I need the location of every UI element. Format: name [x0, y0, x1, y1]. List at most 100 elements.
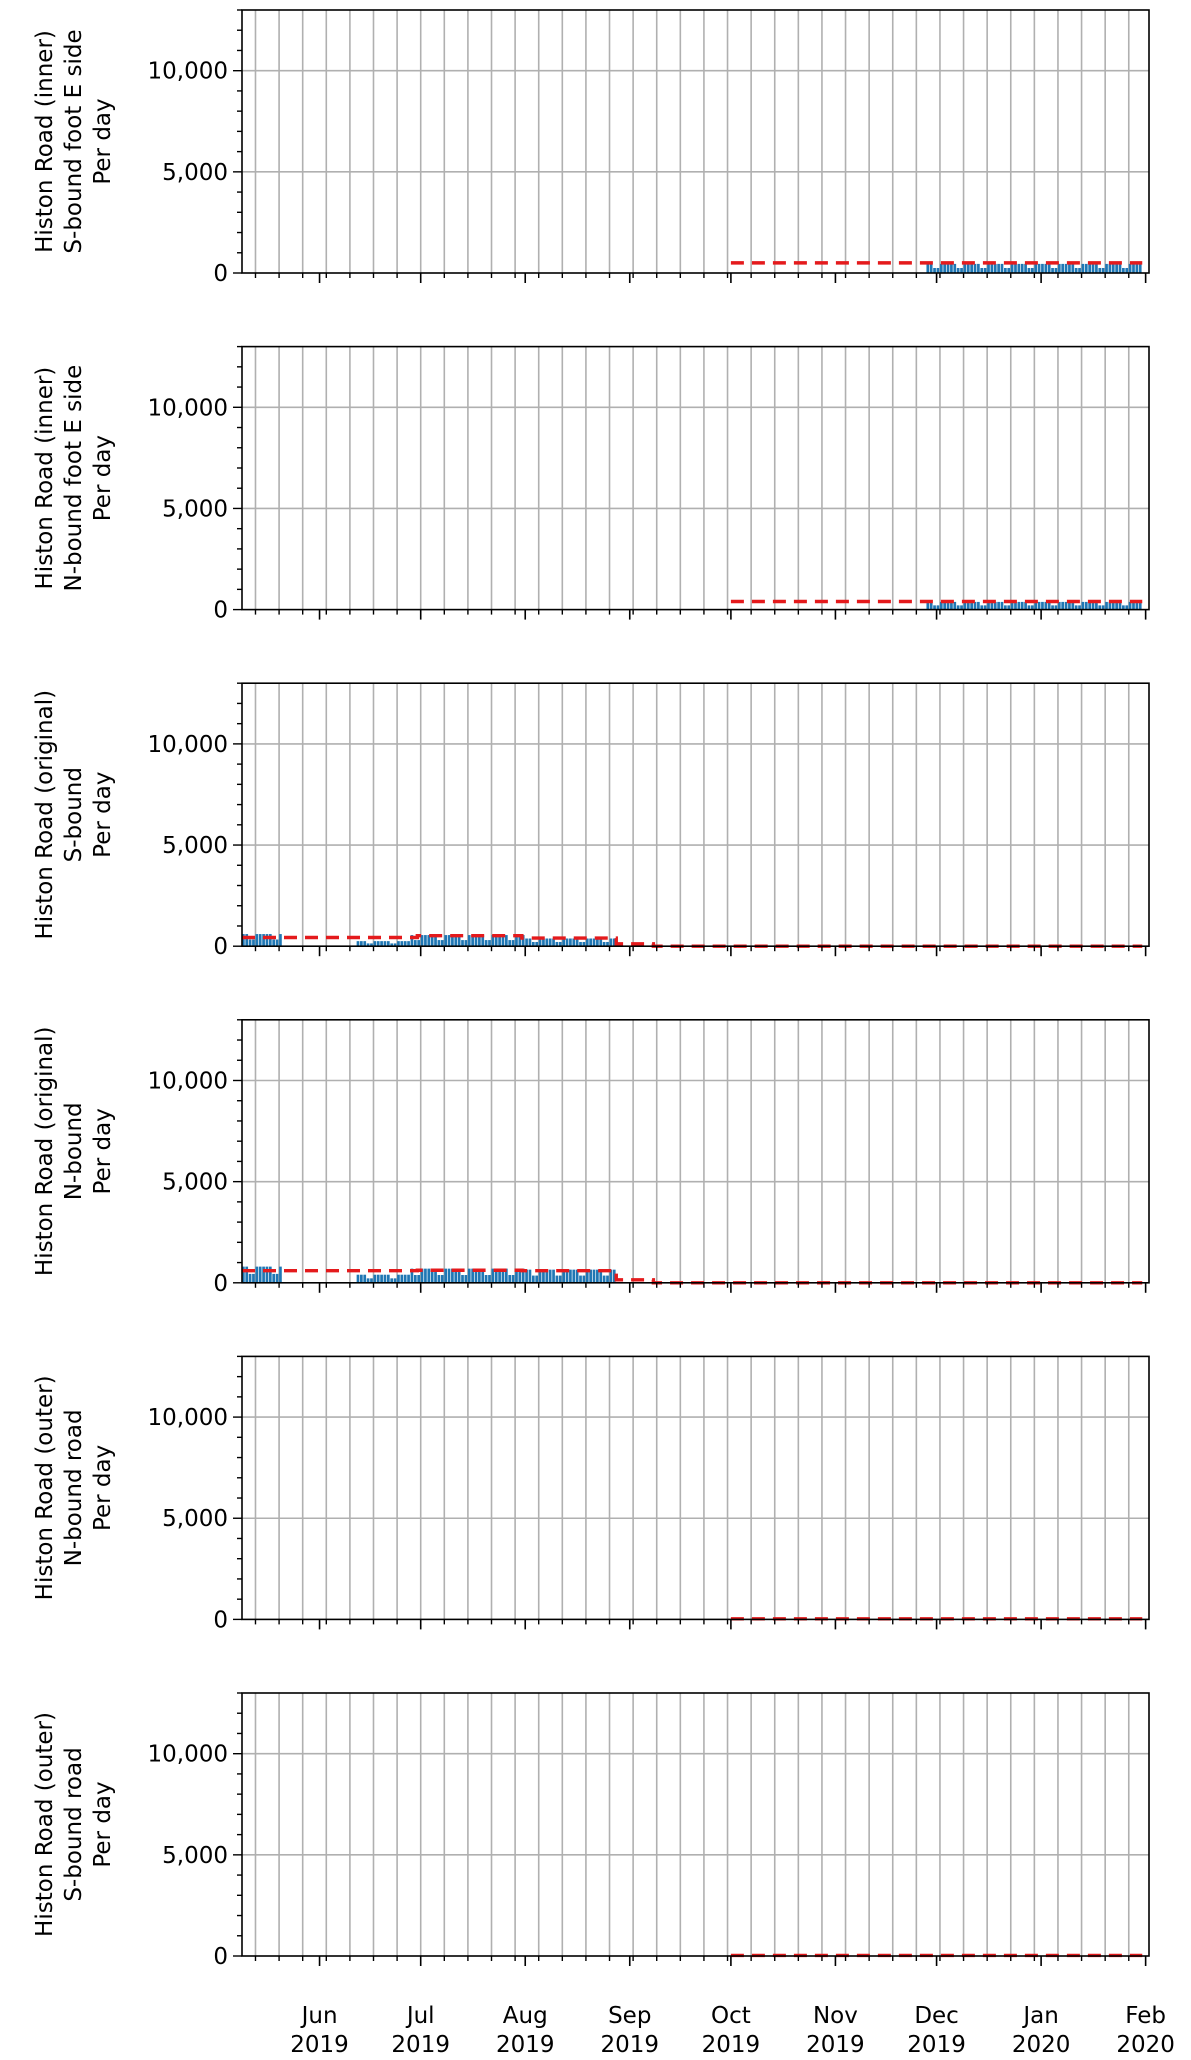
y-tick-label: 10,000 [148, 1068, 228, 1094]
bar [471, 1268, 474, 1283]
bar [1024, 263, 1027, 273]
bar [562, 938, 566, 947]
bar [997, 601, 1000, 610]
bar [973, 601, 977, 610]
bar [1125, 267, 1129, 273]
bar [474, 935, 478, 947]
bar [262, 1266, 265, 1283]
y-axis: 0 5,000 10,000 [148, 682, 242, 960]
bar [555, 941, 559, 947]
bar [420, 1268, 424, 1283]
bar [258, 934, 262, 947]
axes-frame [241, 1355, 1150, 1621]
grid [242, 1019, 1149, 1283]
bar [376, 941, 380, 947]
bar [538, 1269, 542, 1283]
bar [1125, 605, 1129, 610]
bar [471, 935, 474, 947]
bar [380, 941, 383, 947]
bar [1047, 263, 1051, 273]
axes-frame [241, 9, 1150, 274]
bar [960, 267, 963, 273]
axes-frame [241, 682, 1150, 948]
bar [474, 1268, 478, 1283]
bar [407, 941, 410, 947]
bar [417, 1275, 421, 1283]
bar [1105, 263, 1108, 273]
grid [242, 1693, 1149, 1956]
bar [494, 935, 498, 947]
bar [599, 938, 603, 947]
bar [252, 939, 255, 947]
bar [1128, 263, 1132, 273]
bar [488, 940, 491, 947]
bar [242, 934, 245, 947]
bar [1081, 601, 1085, 610]
bar [1135, 263, 1139, 273]
y-tick-label: 0 [213, 598, 228, 624]
bar [1068, 601, 1071, 610]
bar [1074, 267, 1078, 273]
y-axis-label-line: Per day [90, 772, 116, 858]
bar-series [242, 934, 616, 947]
bar [980, 267, 984, 273]
bar [926, 263, 930, 273]
y-axis-label-line: Histon Road (original) [32, 690, 58, 940]
y-tick-label: 0 [213, 934, 228, 960]
bar [585, 938, 589, 947]
bar [1024, 601, 1027, 610]
grid [242, 1356, 1149, 1620]
bar [552, 938, 555, 947]
bar [437, 1275, 441, 1283]
bar [363, 1274, 367, 1283]
y-tick-label: 0 [213, 1271, 228, 1297]
bar [1051, 605, 1054, 610]
bar [606, 1275, 609, 1283]
bar [987, 601, 990, 610]
bar [268, 934, 272, 947]
bar [966, 263, 970, 273]
bar [1115, 601, 1118, 610]
bar-series [242, 1266, 616, 1283]
bar [410, 1268, 414, 1283]
bar [440, 1275, 444, 1283]
bar [410, 935, 414, 947]
bar [1101, 267, 1105, 273]
y-axis-label: Histon Road (original) S-bound Per day [32, 690, 116, 940]
bar [484, 940, 488, 947]
bar [491, 1268, 495, 1283]
bar [1098, 267, 1102, 273]
bar [589, 938, 592, 947]
bar [1014, 263, 1017, 273]
bar [440, 940, 444, 947]
y-axis: 0 5,000 10,000 [148, 1019, 242, 1297]
bar [1064, 263, 1068, 273]
bar [252, 1273, 255, 1283]
bar [434, 935, 437, 947]
bar [558, 1275, 562, 1283]
bar [1088, 601, 1092, 610]
x-tick-label-month: Aug [503, 2003, 548, 2029]
x-tick-label-month: Sep [608, 2003, 651, 2029]
bar [956, 605, 960, 610]
bar [481, 1268, 485, 1283]
y-tick-label: 10,000 [148, 1405, 228, 1431]
bar [1000, 601, 1004, 610]
bar [360, 941, 363, 947]
x-tick-label-year: 2019 [806, 2032, 865, 2058]
x-axis [254, 1619, 1147, 1630]
bar [245, 934, 249, 947]
bar [990, 601, 994, 610]
bar [413, 1275, 417, 1283]
bar [1105, 601, 1108, 610]
bar [552, 1269, 555, 1283]
bar [943, 263, 947, 273]
bar [579, 1275, 582, 1283]
bar [1064, 601, 1068, 610]
y-axis-label: Histon Road (inner) S-bound foot E side Pe… [32, 29, 116, 253]
bar [521, 935, 525, 947]
bar [427, 935, 431, 947]
bar [1118, 263, 1122, 273]
bar [1122, 605, 1125, 610]
bar [258, 1266, 262, 1283]
